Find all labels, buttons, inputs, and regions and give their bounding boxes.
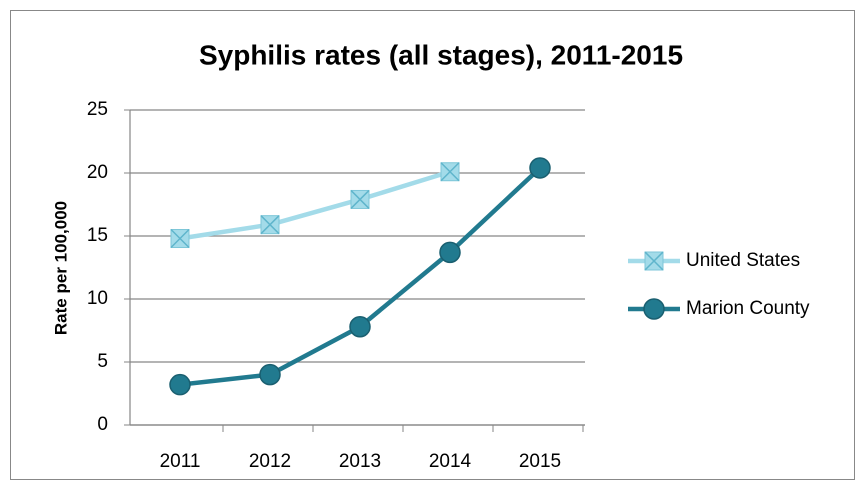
marker (350, 189, 370, 209)
marker (170, 228, 190, 249)
x-tick-label: 2015 (519, 451, 561, 472)
marker (260, 215, 280, 235)
marker (349, 315, 371, 338)
marker (529, 157, 551, 179)
series-line (179, 169, 451, 241)
x-tick-label: 2013 (339, 451, 381, 472)
y-tick-label: 10 (87, 288, 108, 309)
y-tick-label: 5 (97, 351, 108, 372)
legend-marker (644, 251, 664, 271)
y-axis-label: Rate per 100,000 (51, 201, 70, 335)
marker-cross (170, 228, 190, 249)
x-tick-label: 2014 (429, 451, 472, 472)
marker (259, 363, 281, 386)
y-tick-label: 25 (87, 99, 108, 120)
chart-title: Syphilis rates (all stages), 2011-2015 (199, 39, 683, 70)
y-tick-label: 15 (87, 225, 108, 246)
marker-cross (260, 215, 280, 235)
legend-label: Marion County (686, 298, 810, 319)
marker (440, 162, 460, 182)
legend-marker (643, 298, 665, 320)
y-tick-label: 20 (87, 162, 108, 183)
x-tick-label: 2011 (160, 451, 201, 472)
marker (169, 373, 191, 396)
x-tick-label: 2012 (249, 451, 291, 472)
marker (439, 241, 461, 264)
y-tick-label: 0 (97, 414, 108, 435)
marker-cross (440, 162, 460, 182)
marker-cross (350, 189, 370, 209)
legend-label: United States (686, 250, 800, 271)
legend-cross (644, 251, 664, 271)
chart-border (10, 10, 855, 480)
legend-symbol (643, 298, 665, 320)
